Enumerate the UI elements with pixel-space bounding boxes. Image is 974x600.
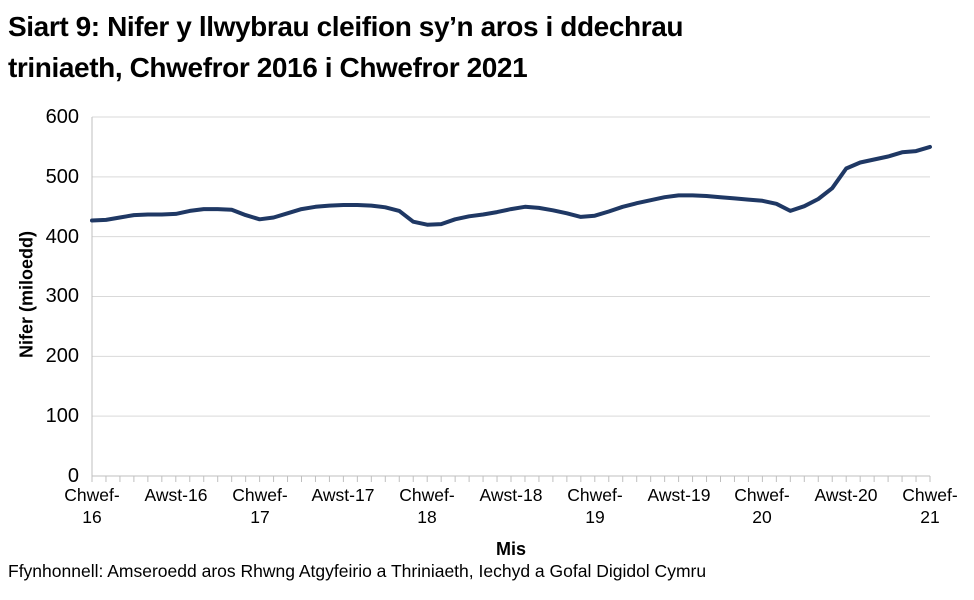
y-axis-title: Nifer (miloedd) xyxy=(16,231,37,359)
x-tick-line1: Chwef- xyxy=(734,485,790,505)
chart-title: Siart 9: Nifer y llwybrau cleifion sy’n … xyxy=(8,6,958,88)
y-tick-label: 600 xyxy=(45,106,79,128)
source-note: Ffynhonnell: Amseroedd aros Rhwng Atgyfe… xyxy=(8,561,707,581)
y-tick-label: 300 xyxy=(45,285,79,307)
data-series-line xyxy=(90,144,932,227)
x-tick-line2: 19 xyxy=(585,507,605,527)
y-tick-label: 400 xyxy=(45,226,79,248)
y-tick-label: 0 xyxy=(67,465,79,487)
x-tick-label: Chwef- 20 xyxy=(720,484,804,528)
y-tick-label: 100 xyxy=(45,405,79,427)
x-tick-label: Chwef- 18 xyxy=(385,484,469,528)
x-tick-label: Awst-20 xyxy=(804,484,888,506)
x-tick-line2: 18 xyxy=(417,507,437,527)
x-tick-line2: 21 xyxy=(920,507,940,527)
x-tick-label: Awst-19 xyxy=(637,484,721,506)
x-tick-line1: Awst-20 xyxy=(814,485,878,505)
chart-title-line1: Siart 9: Nifer y llwybrau cleifion sy’n … xyxy=(8,11,684,42)
x-tick-label: Chwef- 21 xyxy=(888,484,972,528)
x-tick-line2: 17 xyxy=(250,507,270,527)
x-tick-label: Awst-18 xyxy=(469,484,553,506)
x-tick-label: Awst-16 xyxy=(134,484,218,506)
x-tick-line1: Chwef- xyxy=(64,485,120,505)
x-tick-label: Chwef- 16 xyxy=(50,484,134,528)
x-tick-line1: Chwef- xyxy=(567,485,623,505)
x-tick-label: Chwef- 19 xyxy=(553,484,637,528)
x-tick-line1: Awst-16 xyxy=(144,485,208,505)
x-tick-line1: Chwef- xyxy=(902,485,958,505)
x-tick-line1: Awst-19 xyxy=(647,485,711,505)
x-tick-label: Awst-17 xyxy=(301,484,385,506)
x-tick-line1: Awst-18 xyxy=(479,485,543,505)
x-tick-line1: Chwef- xyxy=(399,485,455,505)
y-tick-label: 200 xyxy=(45,345,79,367)
x-tick-line2: 16 xyxy=(82,507,102,527)
chart-title-line2: triniaeth, Chwefror 2016 i Chwefror 2021 xyxy=(8,52,528,83)
x-tick-line1: Chwef- xyxy=(232,485,288,505)
x-tick-label: Chwef- 17 xyxy=(218,484,302,528)
x-axis-title: Mis xyxy=(495,539,526,559)
x-tick-line2: 20 xyxy=(752,507,772,527)
y-tick-label: 500 xyxy=(45,166,79,188)
x-tick-line1: Awst-17 xyxy=(311,485,375,505)
